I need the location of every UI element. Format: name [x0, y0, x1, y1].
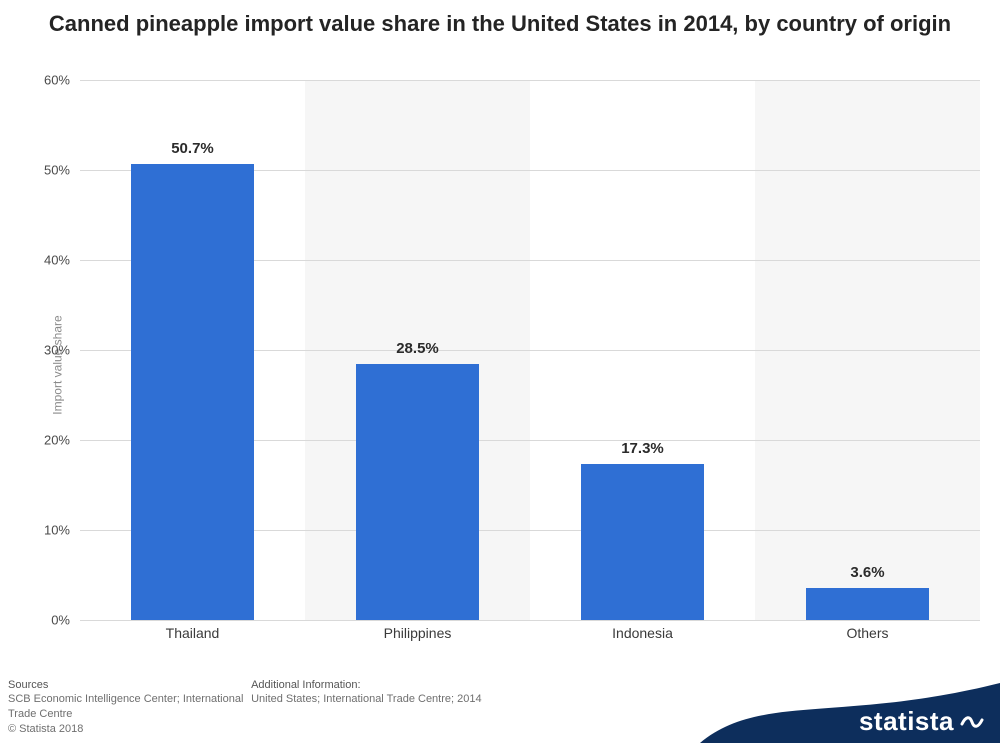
sources-heading: Sources: [8, 678, 248, 693]
y-tick-label: 60%: [44, 73, 80, 88]
footer: Sources SCB Economic Intelligence Center…: [8, 678, 708, 737]
grid-line: [80, 620, 980, 621]
x-tick-label: Others: [755, 625, 980, 641]
bar-value-label: 50.7%: [69, 140, 317, 157]
y-axis-label: Import value share: [51, 315, 65, 414]
chart-title: Canned pineapple import value share in t…: [0, 0, 1000, 38]
additional-info-heading: Additional Information:: [251, 678, 491, 693]
bar: 28.5%: [356, 364, 480, 621]
y-tick-label: 20%: [44, 433, 80, 448]
statista-logo: statista: [700, 683, 1000, 743]
y-tick-label: 10%: [44, 523, 80, 538]
y-tick-label: 40%: [44, 253, 80, 268]
plot-area: 50.7%28.5%17.3%3.6% 0%10%20%30%40%50%60%: [80, 80, 980, 620]
logo-text: statista: [859, 706, 954, 737]
additional-info-body: United States; International Trade Centr…: [251, 692, 491, 707]
copyright: © Statista 2018: [8, 722, 248, 737]
y-tick-label: 50%: [44, 163, 80, 178]
bar-value-label: 17.3%: [519, 440, 767, 457]
bar-value-label: 3.6%: [744, 564, 992, 581]
bar: 3.6%: [806, 588, 930, 620]
bar: 50.7%: [131, 164, 255, 620]
y-tick-label: 30%: [44, 343, 80, 358]
x-tick-label: Indonesia: [530, 625, 755, 641]
bar: 17.3%: [581, 464, 705, 620]
sources-body: SCB Economic Intelligence Center; Intern…: [8, 692, 248, 722]
y-tick-label: 0%: [51, 613, 80, 628]
x-tick-label: Philippines: [305, 625, 530, 641]
chart-area: Import value share 50.7% 28.5% 17.3% 3.6% 0…: [0, 70, 1000, 660]
bar-value-label: 28.5%: [294, 340, 542, 357]
logo-wave-icon: [960, 710, 984, 734]
x-tick-label: Thailand: [80, 625, 305, 641]
